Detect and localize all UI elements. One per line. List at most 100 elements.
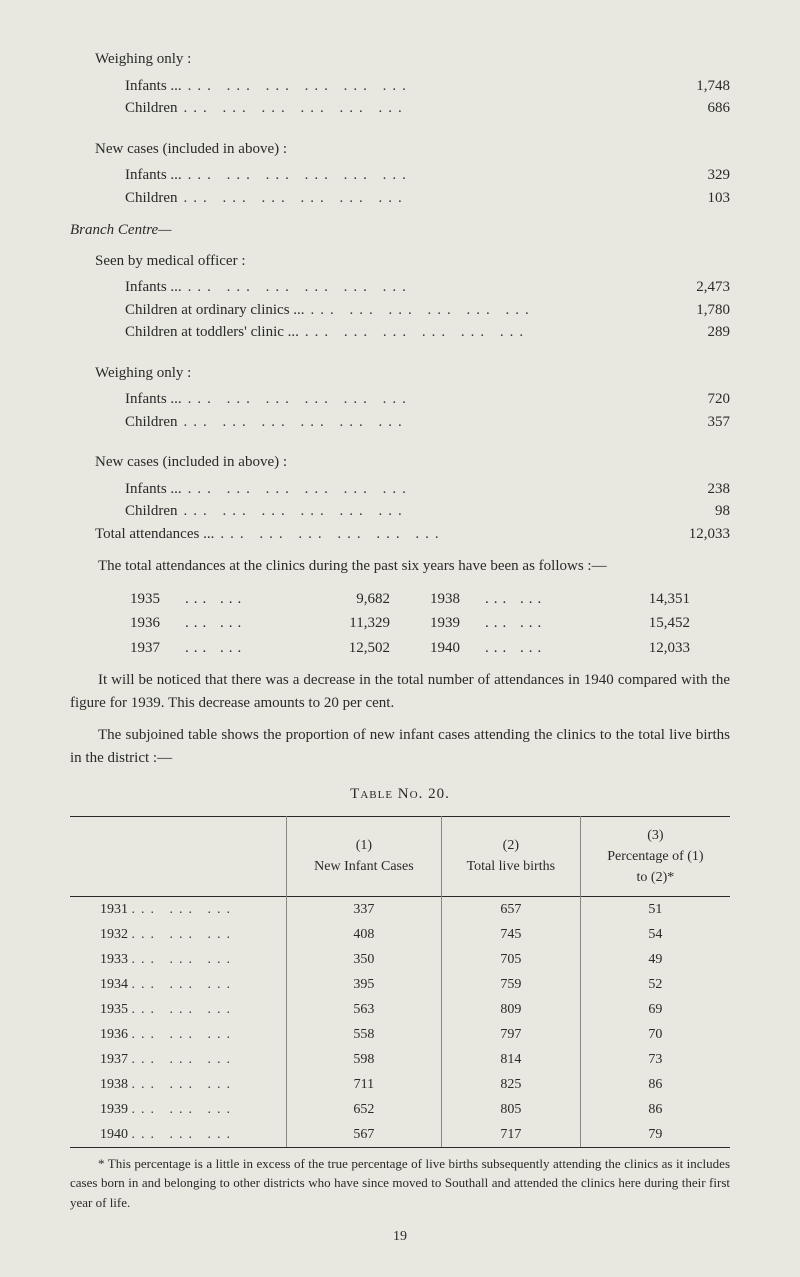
table-cell: 717 [441, 1122, 580, 1148]
table-cell: 49 [580, 947, 730, 972]
follows-value: 14,351 [620, 588, 690, 611]
leader-dots: ... ... [185, 588, 320, 611]
leader-dots: ... ... ... ... ... ... [214, 523, 660, 546]
leader-dots: ... ... [185, 637, 320, 660]
table-cell: 814 [441, 1047, 580, 1072]
paragraph-decrease: It will be noticed that there was a decr… [70, 669, 730, 714]
entry-label: Children [125, 500, 178, 523]
follows-year: 1937 [130, 637, 185, 660]
table-cell-year: 1939 ... ... ... [70, 1097, 287, 1122]
entry-label: Children at ordinary clinics ... [125, 299, 305, 322]
entry-label: Total attendances ... [95, 523, 214, 546]
table-cell: 86 [580, 1097, 730, 1122]
table-cell: 51 [580, 896, 730, 922]
follows-row: 1936 ... ... 11,329 1939 ... ... 15,452 [130, 612, 690, 635]
table-header-col1: (1) New Infant Cases [287, 816, 442, 896]
follows-intro: The total attendances at the clinics dur… [70, 555, 730, 578]
table-cell-year: 1935 ... ... ... [70, 997, 287, 1022]
leader-dots: ... ... ... ... ... ... [182, 388, 660, 411]
paragraph-subjoined: The subjoined table shows the proportion… [70, 724, 730, 769]
leader-dots: ... ... ... ... ... ... [178, 97, 661, 120]
section-head-newcases-2: New cases (included in above) : [95, 451, 730, 474]
entry-label: Children [125, 187, 178, 210]
follows-year: 1936 [130, 612, 185, 635]
entry-row: Children ... ... ... ... ... ... 357 [125, 411, 730, 434]
table-row: 1938 ... ... ...71182586 [70, 1072, 730, 1097]
table-cell-year: 1938 ... ... ... [70, 1072, 287, 1097]
table-cell-year: 1937 ... ... ... [70, 1047, 287, 1072]
entry-row: Infants ... ... ... ... ... ... ... 2,47… [125, 276, 730, 299]
entry-value: 720 [660, 388, 730, 411]
entry-row: Children ... ... ... ... ... ... 98 [125, 500, 730, 523]
table-cell: 350 [287, 947, 442, 972]
table-cell: 73 [580, 1047, 730, 1072]
table-cell-year: 1932 ... ... ... [70, 922, 287, 947]
table-cell-year: 1933 ... ... ... [70, 947, 287, 972]
table-row: 1934 ... ... ...39575952 [70, 972, 730, 997]
entry-row: Children at ordinary clinics ... ... ...… [125, 299, 730, 322]
leader-dots: ... ... [485, 637, 620, 660]
leader-dots: ... ... [485, 612, 620, 635]
table-cell: 52 [580, 972, 730, 997]
table-footnote: * This percentage is a little in excess … [70, 1154, 730, 1213]
table-cell: 745 [441, 922, 580, 947]
entry-row-total: Total attendances ... ... ... ... ... ..… [95, 523, 730, 546]
section-head-weighing-1: Weighing only : [95, 48, 730, 71]
leader-dots: ... ... ... ... ... ... [178, 187, 661, 210]
entry-row: Infants ... ... ... ... ... ... ... 329 [125, 164, 730, 187]
leader-dots: ... ... ... ... ... ... [305, 299, 660, 322]
follows-row: 1935 ... ... 9,682 1938 ... ... 14,351 [130, 588, 690, 611]
table-20: (1) New Infant Cases (2) Total live birt… [70, 816, 730, 1148]
table-header-col2: (2) Total live births [441, 816, 580, 896]
table-cell: 797 [441, 1022, 580, 1047]
table-row: 1935 ... ... ...56380969 [70, 997, 730, 1022]
leader-dots: ... ... [185, 612, 320, 635]
entry-row: Children ... ... ... ... ... ... 686 [125, 97, 730, 120]
table-row: 1932 ... ... ...40874554 [70, 922, 730, 947]
table-cell: 825 [441, 1072, 580, 1097]
table-cell: 395 [287, 972, 442, 997]
leader-dots: ... ... ... ... ... ... [178, 500, 661, 523]
page-number: 19 [70, 1226, 730, 1247]
table-row: 1940 ... ... ...56771779 [70, 1122, 730, 1148]
table-cell: 337 [287, 896, 442, 922]
entry-value: 686 [660, 97, 730, 120]
table-row: 1933 ... ... ...35070549 [70, 947, 730, 972]
table-cell: 408 [287, 922, 442, 947]
entry-value: 357 [660, 411, 730, 434]
follows-value: 11,329 [320, 612, 390, 635]
table-header-col3: (3) Percentage of (1) to (2)* [580, 816, 730, 896]
entry-value: 289 [660, 321, 730, 344]
entry-label: Infants ... [125, 478, 182, 501]
entry-value: 1,748 [660, 75, 730, 98]
leader-dots: ... ... ... ... ... ... [182, 478, 660, 501]
entry-row: Children ... ... ... ... ... ... 103 [125, 187, 730, 210]
entry-label: Infants ... [125, 276, 182, 299]
table-cell: 54 [580, 922, 730, 947]
table-cell: 598 [287, 1047, 442, 1072]
entry-value: 2,473 [660, 276, 730, 299]
entry-row: Infants ... ... ... ... ... ... ... 238 [125, 478, 730, 501]
entry-value: 12,033 [660, 523, 730, 546]
table-cell: 809 [441, 997, 580, 1022]
leader-dots: ... ... ... ... ... ... [182, 276, 660, 299]
leader-dots: ... ... ... ... ... ... [299, 321, 660, 344]
table-cell: 86 [580, 1072, 730, 1097]
table-cell-year: 1934 ... ... ... [70, 972, 287, 997]
table-cell: 711 [287, 1072, 442, 1097]
entry-value: 238 [660, 478, 730, 501]
leader-dots: ... ... [485, 588, 620, 611]
section-head-seenby: Seen by medical officer : [95, 250, 730, 273]
section-head-weighing-2: Weighing only : [95, 362, 730, 385]
table-cell: 69 [580, 997, 730, 1022]
section-head-newcases-1: New cases (included in above) : [95, 138, 730, 161]
entry-label: Children at toddlers' clinic ... [125, 321, 299, 344]
table-cell: 652 [287, 1097, 442, 1122]
table-cell: 79 [580, 1122, 730, 1148]
table-header-blank [70, 816, 287, 896]
table-cell: 558 [287, 1022, 442, 1047]
branch-centre-head: Branch Centre— [70, 219, 730, 242]
table-title: Table No. 20. [70, 783, 730, 806]
table-cell-year: 1931 ... ... ... [70, 896, 287, 922]
table-cell: 563 [287, 997, 442, 1022]
